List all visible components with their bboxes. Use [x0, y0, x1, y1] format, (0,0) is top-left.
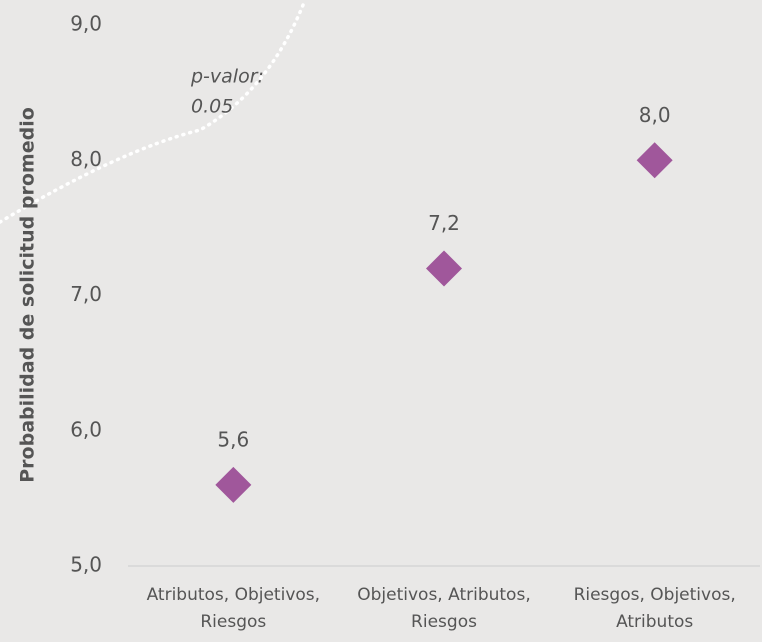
y-tick-label: 5,0 [70, 553, 102, 577]
point [636, 142, 673, 179]
value-label: 8,0 [639, 103, 671, 127]
x-tick-label: Riesgos, Objetivos, [574, 585, 736, 605]
y-tick-label: 6,0 [70, 417, 102, 441]
value-label: 5,6 [217, 427, 249, 451]
annotation: p-valor: [190, 66, 264, 88]
y-axis-title: Probabilidad de solicitud promedio [17, 107, 39, 483]
y-tick-label: 7,0 [70, 282, 102, 306]
point [215, 466, 252, 503]
y-tick-label: 8,0 [70, 147, 102, 171]
y-tick-label: 9,0 [70, 12, 102, 36]
x-tick-label: Atributos [616, 612, 693, 632]
threshold-curve [0, 0, 307, 224]
point [426, 250, 462, 287]
x-tick-label: Riesgos [200, 612, 266, 632]
x-tick-label: Atributos, Objetivos, [147, 585, 320, 605]
x-tick-label: Riesgos [411, 612, 477, 632]
value-label: 7,2 [428, 211, 460, 235]
annotation: 0.05 [191, 96, 233, 118]
x-tick-label: Objetivos, Atributos, [357, 585, 530, 605]
